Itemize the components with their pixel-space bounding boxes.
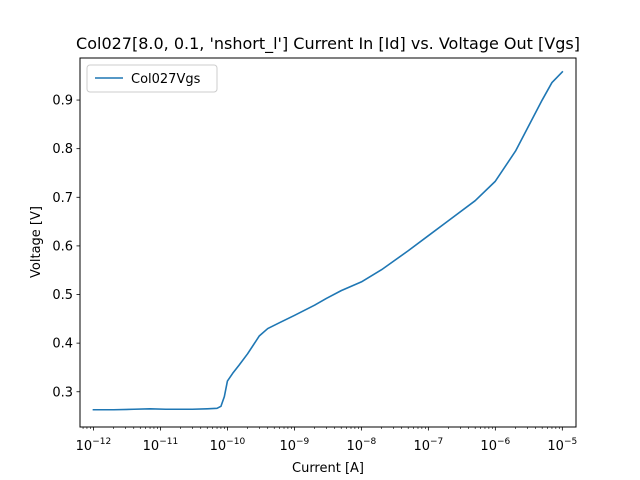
x-tick-label: 10−6 — [480, 437, 510, 454]
plot-area — [92, 70, 564, 411]
y-tick-label: 0.3 — [52, 385, 73, 400]
x-tick-label: 10−10 — [210, 437, 246, 454]
x-tick-label: 10−7 — [413, 437, 443, 454]
x-axis-label: Current [A] — [292, 461, 364, 476]
legend-label-col027vgs: Col027Vgs — [131, 72, 201, 87]
series-line-col027vgs — [92, 70, 564, 411]
chart-title: Col027[8.0, 0.1, 'nshort_l'] Current In … — [76, 34, 580, 54]
x-tick-label: 10−5 — [547, 437, 577, 454]
legend-box — [86, 64, 218, 93]
y-axis-label: Voltage [V] — [29, 206, 44, 278]
y-tick-label: 0.5 — [52, 288, 73, 303]
x-tick-label: 10−8 — [346, 437, 376, 454]
x-tick-label: 10−9 — [279, 437, 309, 454]
y-tick-label: 0.7 — [52, 191, 73, 206]
y-tick-label: 0.9 — [52, 94, 73, 109]
legend: Col027Vgs — [86, 64, 218, 93]
x-axis-ticks: 10−12 10−11 10−10 10−9 10−8 10−7 10−6 10−5 — [76, 427, 577, 454]
x-tick-label: 10−12 — [76, 437, 112, 454]
y-tick-label: 0.8 — [52, 142, 73, 157]
y-tick-label: 0.4 — [52, 337, 73, 352]
x-tick-label: 10−11 — [143, 437, 179, 454]
plot-frame — [79, 57, 577, 428]
y-axis-ticks: 0.3 0.4 0.5 0.6 0.7 0.8 0.9 — [52, 94, 80, 400]
y-tick-label: 0.6 — [52, 239, 73, 254]
